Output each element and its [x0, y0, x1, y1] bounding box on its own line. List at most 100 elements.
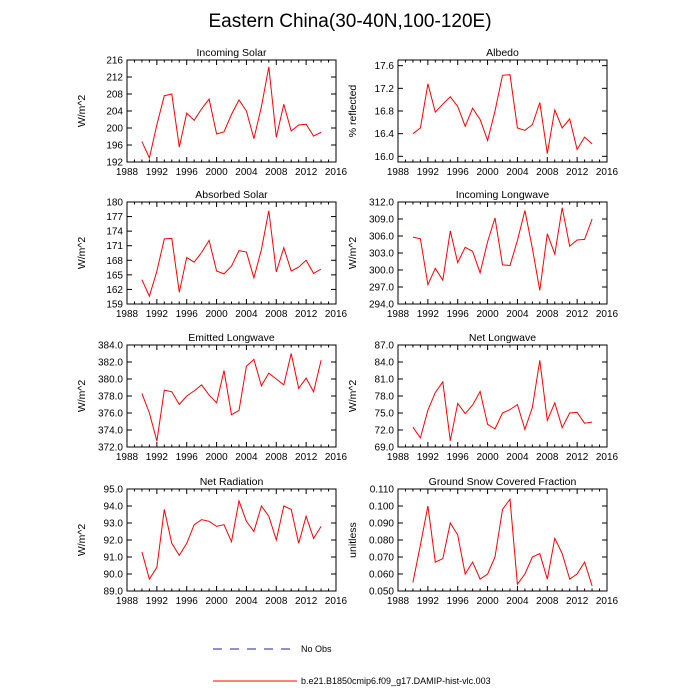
y-tick-label: 165	[106, 270, 123, 281]
y-tick-label: 0.100	[369, 502, 394, 513]
x-tick-label: 1992	[417, 309, 440, 320]
x-tick-label: 1988	[387, 167, 410, 178]
y-tick-label: 378.0	[98, 392, 123, 403]
x-tick-label: 2000	[205, 596, 228, 607]
y-tick-label: 94.0	[104, 502, 124, 513]
x-tick-label: 1996	[176, 167, 199, 178]
x-tick-label: 2000	[205, 167, 228, 178]
x-tick-label: 1992	[417, 596, 440, 607]
x-tick-label: 2008	[265, 452, 288, 463]
panel-title: Net Longwave	[469, 332, 536, 344]
y-tick-label: 212	[106, 73, 123, 84]
y-tick-label: 75.0	[375, 409, 395, 420]
x-tick-label: 2016	[596, 596, 619, 607]
panel-title: Absorbed Solar	[195, 189, 268, 201]
y-tick-label: 294.0	[369, 300, 394, 311]
y-tick-label: 297.0	[369, 283, 394, 294]
y-tick-label: 380.0	[98, 375, 123, 386]
x-tick-label: 1996	[447, 167, 470, 178]
x-tick-label: 1992	[417, 167, 440, 178]
x-tick-label: 1988	[387, 596, 410, 607]
x-tick-label: 1992	[146, 452, 169, 463]
y-tick-label: 216	[106, 56, 123, 67]
y-tick-label: 300.0	[369, 266, 394, 277]
plot-frame	[126, 201, 337, 305]
y-tick-label: 374.0	[98, 426, 123, 437]
x-tick-label: 2012	[295, 309, 318, 320]
x-tick-label: 2000	[476, 452, 499, 463]
y-axis-label: W/m^2	[76, 524, 88, 557]
chart-panel: Ground Snow Covered Fraction unitless 1988…	[347, 476, 619, 607]
x-tick-label: 2016	[325, 452, 348, 463]
series-line	[412, 74, 593, 154]
y-tick-label: 92.0	[104, 536, 124, 547]
panel-title: Ground Snow Covered Fraction	[429, 476, 577, 488]
x-tick-label: 1996	[176, 452, 199, 463]
y-tick-label: 17.2	[375, 84, 395, 95]
panel-title: Albedo	[486, 47, 519, 59]
x-tick-label: 2004	[506, 596, 529, 607]
chart-panel: Incoming Longwave W/m^2 1988 1992 1996 2000 20…	[347, 189, 619, 320]
y-tick-label: 69.0	[375, 443, 395, 454]
series-line	[141, 210, 322, 298]
series-line	[141, 66, 322, 160]
x-tick-label: 1988	[116, 596, 139, 607]
series-line	[141, 353, 322, 442]
y-axis-label: W/m^2	[76, 237, 88, 270]
legend-model-label: b.e21.B1850cmip6.f09_g17.DAMIP-hist-vlc.…	[301, 676, 491, 686]
y-axis-label: W/m^2	[76, 95, 88, 128]
x-tick-label: 2004	[506, 309, 529, 320]
x-tick-label: 2016	[325, 167, 348, 178]
y-tick-label: 0.080	[369, 536, 394, 547]
x-tick-label: 2004	[235, 167, 258, 178]
x-tick-label: 2012	[566, 309, 589, 320]
x-tick-label: 1988	[387, 452, 410, 463]
x-tick-label: 2008	[265, 596, 288, 607]
y-axis-label: W/m^2	[347, 237, 359, 270]
y-tick-label: 204	[106, 107, 123, 118]
x-tick-label: 2016	[325, 596, 348, 607]
chart-panels: Incoming Solar W/m^2 1988 1992 1996 2000 2004 2…	[76, 47, 619, 607]
x-tick-label: 2000	[205, 309, 228, 320]
x-tick-label: 2012	[566, 167, 589, 178]
y-tick-label: 0.090	[369, 519, 394, 530]
series-line	[412, 207, 593, 291]
x-tick-label: 2000	[476, 309, 499, 320]
y-tick-label: 168	[106, 256, 123, 267]
y-tick-label: 89.0	[104, 587, 124, 598]
legend-obs-label: No Obs	[301, 644, 332, 654]
plot-frame	[397, 488, 608, 592]
y-tick-label: 16.4	[375, 129, 395, 140]
y-tick-label: 0.110	[370, 485, 395, 496]
y-axis-label: % reflected	[347, 85, 359, 138]
y-tick-label: 16.0	[375, 152, 395, 163]
panel-title: Incoming Longwave	[456, 189, 550, 201]
x-tick-label: 1992	[417, 452, 440, 463]
y-tick-label: 174	[106, 227, 123, 238]
y-tick-label: 159	[106, 300, 123, 311]
y-tick-label: 309.0	[369, 215, 394, 226]
y-tick-label: 303.0	[369, 249, 394, 260]
x-tick-label: 1988	[116, 167, 139, 178]
panel-title: Net Radiation	[200, 476, 264, 488]
x-tick-label: 1996	[447, 596, 470, 607]
y-axis-label: unitless	[347, 522, 359, 558]
chart-panel: Albedo % reflected 1988 1992 1996 2000 2004 200…	[347, 47, 619, 178]
x-tick-label: 2004	[235, 452, 258, 463]
y-tick-label: 81.0	[375, 375, 395, 386]
y-tick-label: 0.060	[369, 570, 394, 581]
y-tick-label: 196	[106, 141, 123, 152]
y-tick-label: 376.0	[98, 409, 123, 420]
x-tick-label: 2004	[506, 452, 529, 463]
y-tick-label: 90.0	[104, 570, 124, 581]
series-line	[412, 497, 593, 587]
x-tick-label: 2012	[566, 452, 589, 463]
x-tick-label: 2008	[536, 452, 559, 463]
y-tick-label: 177	[106, 212, 123, 223]
x-tick-label: 2012	[295, 596, 318, 607]
x-tick-label: 1988	[116, 309, 139, 320]
series-line	[412, 360, 593, 441]
y-tick-label: 382.0	[98, 358, 123, 369]
x-tick-label: 2016	[596, 452, 619, 463]
